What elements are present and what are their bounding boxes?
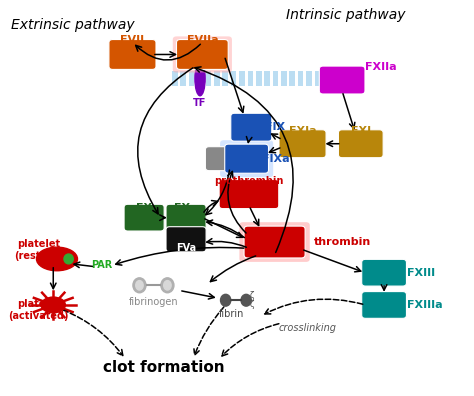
Bar bbox=[273, 70, 278, 86]
Text: ζ: ζ bbox=[250, 300, 255, 308]
FancyBboxPatch shape bbox=[338, 130, 383, 158]
Text: FVIIa: FVIIa bbox=[187, 35, 218, 45]
Text: PAR: PAR bbox=[91, 260, 113, 270]
Text: FXIII: FXIII bbox=[407, 268, 436, 278]
FancyBboxPatch shape bbox=[220, 140, 273, 177]
Ellipse shape bbox=[195, 61, 205, 96]
Text: platelet
(resting): platelet (resting) bbox=[14, 239, 63, 261]
Bar bbox=[214, 70, 219, 86]
Bar bbox=[172, 70, 178, 86]
FancyBboxPatch shape bbox=[109, 40, 156, 69]
Ellipse shape bbox=[241, 294, 251, 306]
FancyBboxPatch shape bbox=[173, 36, 232, 72]
Text: clot formation: clot formation bbox=[103, 360, 225, 375]
Text: FVII: FVII bbox=[120, 35, 145, 45]
Bar bbox=[306, 70, 312, 86]
Text: crosslinking: crosslinking bbox=[278, 323, 336, 333]
Bar bbox=[315, 70, 320, 86]
Text: fibrin: fibrin bbox=[219, 309, 244, 319]
Bar bbox=[206, 70, 211, 86]
FancyBboxPatch shape bbox=[319, 66, 365, 94]
FancyBboxPatch shape bbox=[219, 179, 279, 209]
Text: Extrinsic pathway: Extrinsic pathway bbox=[11, 18, 135, 32]
Ellipse shape bbox=[36, 247, 77, 271]
Text: FXI: FXI bbox=[351, 126, 371, 136]
Text: ζ: ζ bbox=[250, 291, 255, 300]
Bar bbox=[281, 70, 287, 86]
Text: thrombin: thrombin bbox=[314, 237, 372, 247]
Text: FVIIIa: FVIIIa bbox=[175, 154, 202, 163]
FancyBboxPatch shape bbox=[362, 259, 406, 286]
Bar bbox=[298, 70, 303, 86]
Ellipse shape bbox=[161, 278, 174, 293]
Ellipse shape bbox=[133, 278, 146, 293]
Text: Intrinsic pathway: Intrinsic pathway bbox=[286, 8, 406, 22]
Text: FXIIa: FXIIa bbox=[365, 63, 397, 72]
Bar bbox=[264, 70, 270, 86]
FancyBboxPatch shape bbox=[166, 227, 206, 252]
Ellipse shape bbox=[41, 297, 65, 313]
Text: FXa: FXa bbox=[174, 203, 198, 213]
FancyBboxPatch shape bbox=[124, 204, 164, 231]
Text: FVa: FVa bbox=[176, 243, 196, 253]
FancyBboxPatch shape bbox=[279, 130, 326, 158]
Ellipse shape bbox=[164, 281, 171, 290]
Text: TF: TF bbox=[193, 98, 207, 108]
Text: FXIa: FXIa bbox=[289, 126, 316, 136]
FancyBboxPatch shape bbox=[231, 113, 272, 141]
Text: prothrombin: prothrombin bbox=[214, 176, 283, 186]
Bar bbox=[290, 70, 295, 86]
Ellipse shape bbox=[220, 294, 231, 306]
Bar bbox=[256, 70, 262, 86]
Text: FX: FX bbox=[136, 203, 152, 213]
Bar bbox=[197, 70, 203, 86]
Ellipse shape bbox=[64, 254, 73, 264]
FancyBboxPatch shape bbox=[176, 40, 228, 69]
FancyBboxPatch shape bbox=[244, 226, 305, 258]
Text: fibrinogen: fibrinogen bbox=[128, 297, 178, 307]
Text: platelet
(activated): platelet (activated) bbox=[8, 299, 69, 321]
Bar bbox=[239, 70, 245, 86]
FancyBboxPatch shape bbox=[225, 144, 269, 173]
Bar bbox=[222, 70, 228, 86]
Text: FXIIIa: FXIIIa bbox=[407, 300, 443, 310]
FancyBboxPatch shape bbox=[362, 291, 406, 318]
Bar bbox=[189, 70, 194, 86]
FancyBboxPatch shape bbox=[166, 204, 206, 231]
Ellipse shape bbox=[136, 281, 143, 290]
Bar bbox=[231, 70, 237, 86]
Bar bbox=[247, 70, 253, 86]
Text: FIX: FIX bbox=[265, 122, 285, 132]
Bar bbox=[181, 70, 186, 86]
Text: FIXa: FIXa bbox=[262, 154, 290, 164]
FancyBboxPatch shape bbox=[239, 222, 310, 262]
FancyBboxPatch shape bbox=[205, 147, 238, 171]
